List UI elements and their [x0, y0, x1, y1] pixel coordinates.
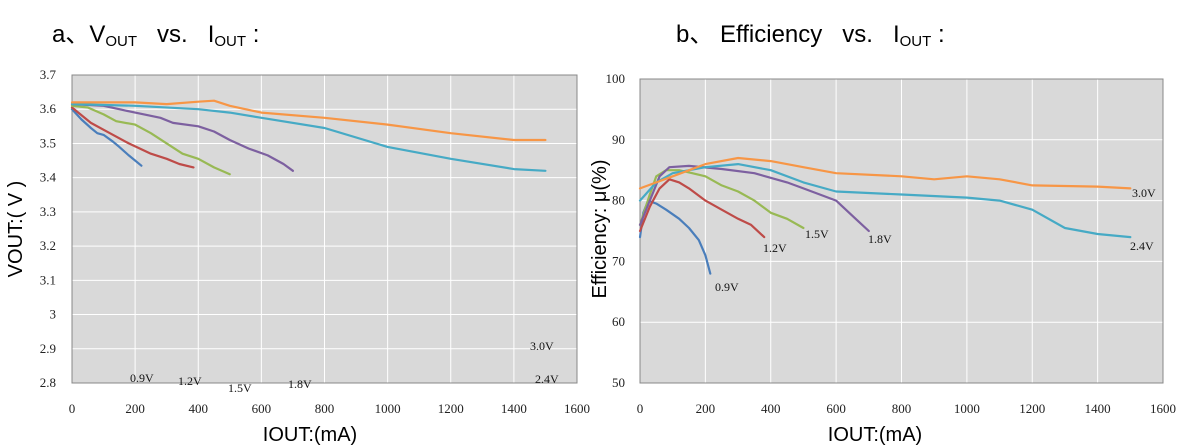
chart-efficiency: 0 200 400 600 800 1000 1200 1400 1600 50 60 70 80 90 1…	[589, 71, 1176, 446]
x-tick-label: 0	[69, 401, 76, 416]
series-line-3-0V	[70, 99, 547, 142]
series-label-0-9V: 0.9V	[130, 371, 154, 385]
plot-border	[71, 74, 578, 384]
x-tick-label: 400	[189, 401, 209, 416]
y-tick-label: 3	[50, 307, 57, 322]
y-tick-label: 70	[612, 253, 625, 268]
x-tick-label: 1600	[564, 401, 590, 416]
y-axis-label: VOUT:( V )	[5, 181, 27, 278]
chart-b-heading: b、 Efficiency vs. IOUT :	[676, 21, 945, 50]
series-label-1-2V: 1.2V	[178, 374, 202, 388]
series-label-1-8V: 1.8V	[288, 377, 312, 391]
x-tick-label: 200	[125, 401, 145, 416]
y-tick-label: 100	[606, 71, 626, 86]
series-label-1-5V: 1.5V	[805, 227, 829, 241]
x-tick-label: 1400	[501, 401, 527, 416]
y-tick-label: 3.3	[40, 204, 56, 219]
x-tick-label: 0	[637, 401, 644, 416]
y-tick-label: 3.1	[40, 272, 56, 287]
x-tick-label: 1000	[375, 401, 401, 416]
x-tick-label: 1600	[1150, 401, 1176, 416]
series-line-1-5V	[70, 104, 231, 176]
chart-a-heading: a、VOUT vs. IOUT :	[52, 21, 260, 50]
series-line-2-4V	[70, 103, 547, 172]
y-tick-label: 3.7	[40, 67, 57, 82]
series-label-1-8V: 1.8V	[868, 232, 892, 246]
y-tick-label: 2.8	[40, 375, 56, 390]
series-label-0-9V: 0.9V	[715, 280, 739, 294]
series-line-3-0V	[638, 156, 1132, 190]
x-axis-label: IOUT:(mA)	[263, 424, 357, 446]
y-tick-label: 80	[612, 193, 625, 208]
series-label-3-0V: 3.0V	[1132, 186, 1156, 200]
series-line-1-5V	[638, 169, 805, 230]
x-axis-label: IOUT:(mA)	[828, 424, 922, 446]
series-label-2-4V: 2.4V	[1130, 239, 1154, 253]
series-line-1-8V	[70, 103, 294, 172]
y-tick-label: 60	[612, 314, 625, 329]
x-tick-label: 800	[892, 401, 912, 416]
series-label-2-4V: 2.4V	[535, 372, 559, 386]
x-tick-label: 600	[252, 401, 272, 416]
x-tick-label: 200	[696, 401, 716, 416]
x-tick-label: 600	[826, 401, 846, 416]
series-line-0-9V	[70, 108, 143, 167]
series-label-3-0V: 3.0V	[530, 339, 554, 353]
chart-vout: 0 200 400 600 800 1000 1200 1400 1600 2.8 2.9 3 3.1 3…	[5, 67, 590, 446]
y-tick-label: 3.2	[40, 238, 56, 253]
x-tick-label: 1200	[438, 401, 464, 416]
y-tick-label: 3.4	[40, 170, 57, 185]
x-tick-label: 1400	[1085, 401, 1111, 416]
y-tick-label: 90	[612, 132, 625, 147]
y-tick-label: 3.6	[40, 101, 57, 116]
y-tick-label: 50	[612, 375, 625, 390]
y-tick-label: 3.5	[40, 135, 56, 150]
series-label-1-5V: 1.5V	[228, 381, 252, 395]
x-tick-label: 800	[315, 401, 335, 416]
series-line-1-8V	[638, 164, 870, 233]
y-tick-label: 2.9	[40, 341, 56, 356]
x-tick-label: 1000	[954, 401, 980, 416]
y-axis-label: Efficiency: μ(%)	[589, 160, 611, 299]
x-tick-label: 1200	[1019, 401, 1045, 416]
x-tick-label: 400	[761, 401, 781, 416]
series-line-1-2V	[70, 106, 195, 169]
series-line-1-2V	[638, 178, 766, 239]
series-label-1-2V: 1.2V	[763, 241, 787, 255]
